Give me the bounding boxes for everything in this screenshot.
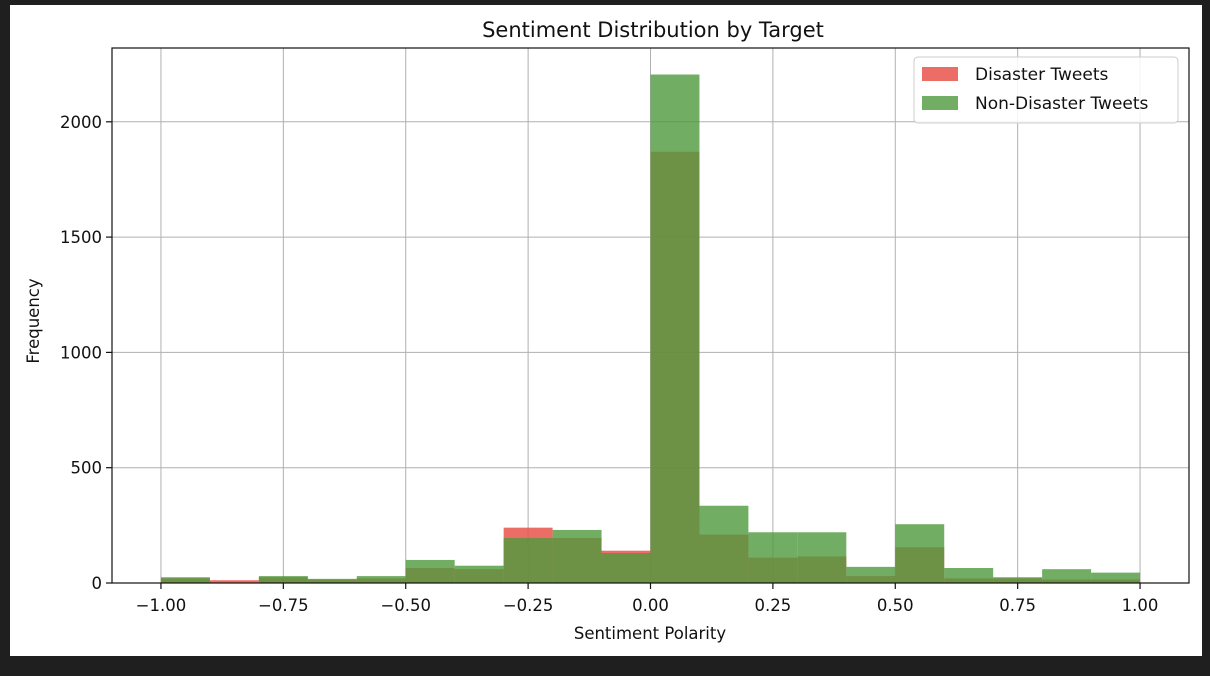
x-tick-label: 0.00 <box>632 596 669 615</box>
legend-swatch-non-disaster <box>922 96 958 110</box>
histogram-bar <box>1091 572 1141 583</box>
x-axis-label: Sentiment Polarity <box>574 624 727 643</box>
chart-figure: Sentiment Distribution by Target −1.00 −0… <box>10 5 1202 656</box>
y-axis-label: Frequency <box>24 278 43 363</box>
histogram-bar <box>797 532 847 583</box>
legend: Disaster Tweets Non-Disaster Tweets <box>913 56 1179 124</box>
legend-label-non-disaster: Non-Disaster Tweets <box>975 94 1149 114</box>
legend-label-disaster: Disaster Tweets <box>975 65 1109 85</box>
histogram-bar <box>552 529 602 583</box>
histogram-bar <box>1042 569 1092 583</box>
x-tick-label: −0.75 <box>258 596 309 615</box>
histogram-bar <box>258 576 308 583</box>
x-tick-label: 0.75 <box>999 596 1036 615</box>
histogram-bar <box>895 524 945 583</box>
histogram-bar <box>699 505 749 583</box>
x-tick-label: −1.00 <box>136 596 187 615</box>
x-tick-label: 0.25 <box>755 596 792 615</box>
y-tick-label: 1500 <box>60 228 102 247</box>
histogram-chart: Sentiment Distribution by Target −1.00 −0… <box>24 18 1190 643</box>
histogram-bar <box>846 566 896 583</box>
y-tick-label: 2000 <box>60 113 102 132</box>
x-tick-label: 1.00 <box>1122 596 1159 615</box>
histogram-bar <box>454 565 504 583</box>
histogram-bar <box>993 577 1043 583</box>
ticks-layer: −1.00 −0.75 −0.50 −0.25 0.00 0.25 0.50 0.75 1.00… <box>60 113 1158 615</box>
y-tick-label: 1000 <box>60 343 102 362</box>
series-non-disaster <box>160 74 1141 583</box>
x-tick-label: −0.50 <box>380 596 431 615</box>
bars-layer <box>160 74 1141 583</box>
x-tick-label: −0.25 <box>503 596 554 615</box>
histogram-bar <box>650 74 700 583</box>
legend-swatch-disaster <box>922 67 958 81</box>
chart-title: Sentiment Distribution by Target <box>482 18 824 42</box>
histogram-bar <box>356 576 406 583</box>
histogram-bar <box>503 538 553 583</box>
histogram-bar <box>160 577 210 583</box>
histogram-bar <box>601 553 651 583</box>
y-tick-label: 500 <box>71 459 103 478</box>
histogram-bar <box>944 568 994 583</box>
x-tick-label: 0.50 <box>877 596 914 615</box>
legend-box <box>913 56 1179 124</box>
histogram-bar <box>405 559 455 583</box>
y-tick-label: 0 <box>92 574 103 593</box>
histogram-bar <box>748 532 798 583</box>
histogram-bar <box>209 580 259 583</box>
histogram-bar <box>307 578 357 583</box>
